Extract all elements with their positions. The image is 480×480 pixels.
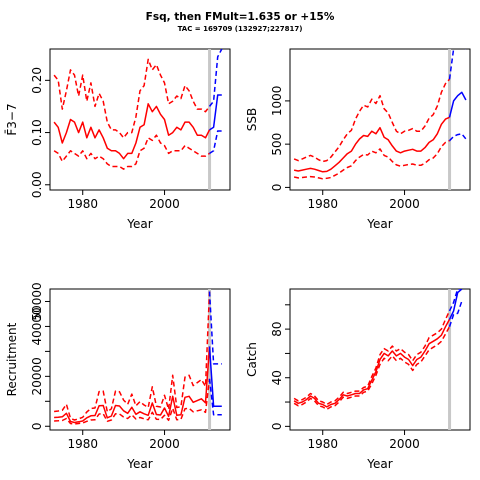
recruitment-forecast-lower-line (208, 378, 222, 416)
recruitment-forecast-median-line (208, 346, 222, 408)
catch-historic-upper-line (293, 310, 451, 406)
recruitment-plot-frame (49, 288, 231, 431)
catch-y-tick-label: 40 (270, 370, 284, 385)
fbar-x-tick-label: 1980 (67, 197, 98, 211)
ssb-forecast-lower-line (448, 133, 467, 142)
ssb-y-tick-label: 0 (270, 184, 284, 192)
fbar-x-tick-label: 2000 (149, 197, 180, 211)
catch-plot-frame (289, 288, 471, 431)
ssb-historic-lower-line (293, 140, 450, 180)
fbar-y-axis-label: F̄3−7 (5, 103, 19, 135)
ssb-x-axis-label: Year (366, 217, 392, 231)
fbar-forecast-median-line (209, 94, 222, 131)
fbar-y-tick-label: 0.00 (30, 171, 44, 198)
recruitment-data (54, 289, 222, 430)
catch-y-tick-label: 0 (270, 423, 284, 431)
recruitment-y-tick-label: 20000 (30, 357, 44, 395)
recruitment-historic-upper-line (54, 291, 211, 421)
recruitment-y-tick-label: 0 (30, 422, 44, 430)
fbar-historic-lower-line (53, 134, 210, 170)
catch-historic-median-line (293, 319, 451, 408)
recruitment-forecast-upper-line (208, 291, 222, 365)
ssb-historic-median-line (293, 116, 450, 173)
fbar-plot-frame (49, 48, 231, 191)
recruitment-y-tick-label: 50000 (30, 282, 44, 320)
fbar-data (53, 49, 223, 190)
recruitment-x-tick-label: 2000 (149, 437, 180, 451)
fbar-historic-upper-line (53, 58, 211, 139)
catch-y-axis-label: Catch (245, 342, 259, 377)
ssb-y-tick-label: 500 (270, 133, 284, 156)
fbar-y-tick-label: 0.10 (30, 119, 44, 146)
fbar-forecast-upper-line (208, 49, 223, 107)
fbar-forecast-lower-line (209, 130, 222, 155)
panel-ssb: 1980 2000 Year 0 500 1000 SSB (245, 48, 471, 231)
catch-x-tick-label: 2000 (389, 437, 420, 451)
catch-y-tick-label: 80 (270, 321, 284, 336)
panel-catch: 1980 2000 Year 0 40 80 Catch (245, 288, 471, 471)
ssb-data (293, 49, 467, 190)
recruitment-historic-median-line (54, 346, 211, 424)
catch-historic-lower-line (293, 326, 451, 411)
panel-fbar: 1980 2000 Year 0.00 0.10 0.20 F̄3−7 (5, 48, 231, 231)
ssb-y-tick-label: 1000 (270, 86, 284, 117)
ssb-forecast-median-line (448, 91, 467, 118)
figure-title: Fsq, then FMult=1.635 or +15% (146, 11, 335, 23)
ssb-forecast-upper-line (448, 49, 466, 80)
figure-subtitle: TAC = 169709 (132927;227817) (178, 25, 303, 33)
recruitment-x-tick-label: 1980 (67, 437, 98, 451)
recruitment-historic-lower-line (54, 378, 211, 425)
catch-x-tick-label: 1980 (307, 437, 338, 451)
catch-forecast-median-line (448, 289, 463, 320)
catch-x-axis-label: Year (366, 457, 392, 471)
catch-data (293, 289, 463, 430)
recruitment-x-axis-label: Year (126, 457, 152, 471)
ssb-x-tick-label: 1980 (307, 197, 338, 211)
ssb-plot-frame (289, 48, 471, 191)
catch-forecast-upper-line (448, 289, 462, 312)
recruitment-y-axis-label: Recruitment (5, 322, 19, 396)
ssb-x-tick-label: 2000 (389, 197, 420, 211)
fbar-x-axis-label: Year (126, 217, 152, 231)
ssb-historic-upper-line (293, 78, 451, 163)
fbar-historic-median-line (53, 103, 211, 160)
recruitment-y-tick-label: 40000 (30, 307, 44, 345)
ssb-y-axis-label: SSB (245, 108, 259, 131)
fbar-y-tick-label: 0.20 (30, 67, 44, 94)
